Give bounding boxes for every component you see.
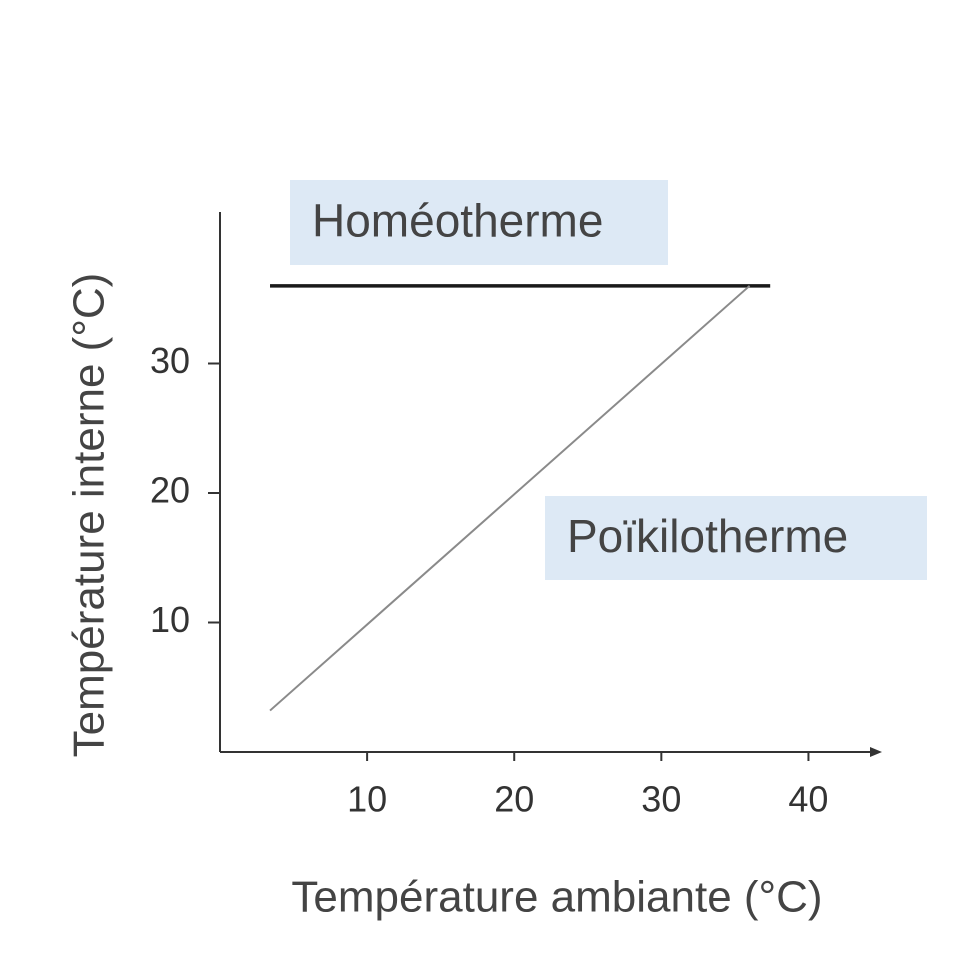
series-line (269, 285, 751, 712)
x-axis-arrow (870, 747, 882, 757)
series-label: Poïkilotherme (567, 510, 848, 562)
label-box (545, 496, 927, 580)
y-tick-label: 30 (150, 340, 190, 381)
x-tick-label: 30 (641, 779, 681, 820)
x-tick-label: 20 (494, 779, 534, 820)
y-axis-label: Température interne (°C) (65, 273, 114, 758)
x-tick-label: 40 (788, 779, 828, 820)
series-label: Homéotherme (312, 195, 603, 247)
y-tick-label: 20 (150, 470, 190, 511)
x-axis-label: Température ambiante (°C) (291, 873, 822, 922)
label-box (290, 180, 668, 265)
y-tick-label: 10 (150, 599, 190, 640)
x-tick-label: 10 (347, 779, 387, 820)
